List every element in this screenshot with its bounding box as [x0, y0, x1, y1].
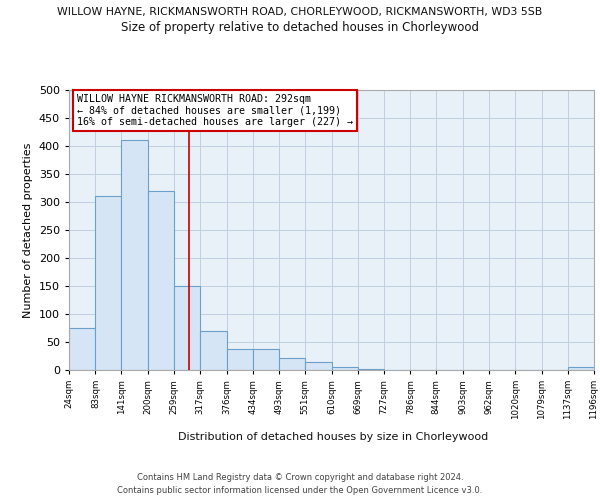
Bar: [568, 367, 594, 370]
Bar: [148, 191, 174, 370]
Text: Size of property relative to detached houses in Chorleywood: Size of property relative to detached ho…: [121, 21, 479, 34]
Text: Contains HM Land Registry data © Crown copyright and database right 2024.: Contains HM Land Registry data © Crown c…: [137, 472, 463, 482]
Bar: [121, 140, 148, 370]
Text: Distribution of detached houses by size in Chorleywood: Distribution of detached houses by size …: [178, 432, 488, 442]
Bar: [279, 358, 305, 370]
Bar: [331, 366, 358, 370]
Bar: [174, 286, 200, 370]
Text: WILLOW HAYNE RICKMANSWORTH ROAD: 292sqm
← 84% of detached houses are smaller (1,: WILLOW HAYNE RICKMANSWORTH ROAD: 292sqm …: [77, 94, 353, 128]
Bar: [95, 196, 121, 370]
Bar: [253, 350, 279, 370]
Bar: [69, 328, 95, 370]
Bar: [200, 331, 227, 370]
Text: Contains public sector information licensed under the Open Government Licence v3: Contains public sector information licen…: [118, 486, 482, 495]
Bar: [305, 362, 331, 370]
Text: WILLOW HAYNE, RICKMANSWORTH ROAD, CHORLEYWOOD, RICKMANSWORTH, WD3 5SB: WILLOW HAYNE, RICKMANSWORTH ROAD, CHORLE…: [58, 8, 542, 18]
Y-axis label: Number of detached properties: Number of detached properties: [23, 142, 33, 318]
Bar: [227, 350, 253, 370]
